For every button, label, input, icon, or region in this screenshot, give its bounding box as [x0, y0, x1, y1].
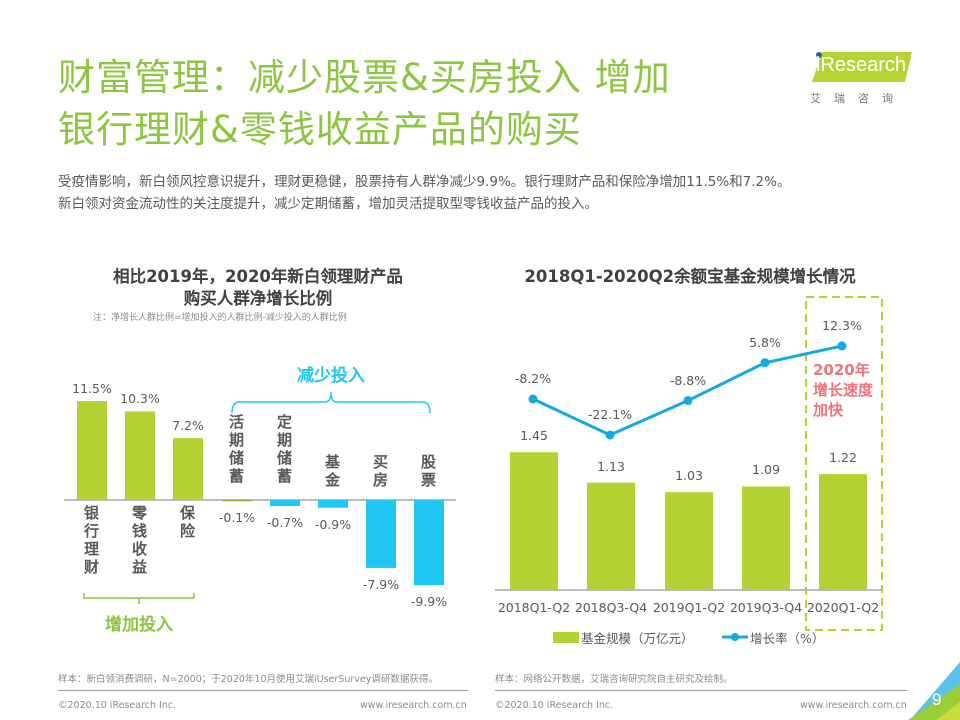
- bar-2: [125, 411, 155, 500]
- bar-7: [366, 500, 396, 568]
- decrease-brace: [231, 391, 431, 414]
- bar-5: [270, 500, 300, 507]
- value-label: 11.5%: [72, 381, 112, 397]
- logo-band: [812, 52, 912, 82]
- legend-bar-label: 基金规模（万亿元）: [581, 631, 694, 646]
- footer-copyright-right: ©2020.10 iResearch Inc.: [495, 700, 614, 711]
- left-source: 样本：新白领消费调研，N=2000；于2020年10月使用艾瑞iUserSurv…: [58, 674, 438, 685]
- left-chart-title-line1: 相比2019年，2020年新白领理财产品: [113, 267, 403, 286]
- decrease-group-label: 减少投入: [297, 366, 365, 386]
- page-title-line1: 财富管理：减少股票&买房投入 增加: [58, 56, 671, 99]
- category-label: 股票: [419, 454, 437, 490]
- value-label: -7.9%: [362, 576, 400, 592]
- increase-brace: [83, 593, 195, 604]
- fund-bar-1: [510, 452, 558, 590]
- page-title: 财富管理：减少股票&买房投入 增加 银行理财&零钱收益产品的购买: [58, 52, 671, 156]
- x-tick-label: 2019Q3-Q4: [729, 600, 803, 615]
- footer-url-right[interactable]: www.iresearch.com.cn: [800, 700, 907, 711]
- annotation-line: 增长速度: [813, 381, 874, 399]
- line-value-label: -8.8%: [669, 372, 707, 388]
- annotation-line: 2020年: [813, 361, 870, 379]
- bar-3: [173, 438, 203, 500]
- legend-line-dot: [731, 633, 739, 641]
- footer-url-left[interactable]: www.iresearch.com.cn: [360, 700, 467, 711]
- logo-brand: iResearch: [816, 54, 907, 76]
- iresearch-logo: iResearch 艾瑞咨询: [808, 48, 918, 110]
- logo-dot-icon: [816, 52, 822, 58]
- corner-green-shape: [908, 684, 960, 720]
- subtitle: 受疫情影响，新白领风控意识提升，理财更稳健，股票持有人群净减少9.9%。银行理财…: [58, 171, 790, 215]
- corner-blue-shape: [910, 662, 960, 720]
- fund-bar-2: [587, 482, 635, 590]
- footer-copyright-left: ©2020.10 iResearch Inc.: [58, 700, 177, 711]
- growth-point-5: [837, 341, 847, 351]
- bar-value-label: 1.45: [520, 428, 548, 444]
- line-value-label: -8.2%: [514, 371, 552, 386]
- growth-point-1: [528, 394, 538, 404]
- right-chart: [495, 296, 883, 643]
- growth-rate-line: [532, 344, 843, 437]
- x-tick-label: 2020Q1-Q2: [806, 600, 880, 615]
- line-value-label: 5.8%: [749, 334, 781, 350]
- category-label: 买房: [371, 454, 389, 490]
- annotation-line: 加快: [813, 401, 844, 419]
- left-chart-title: 相比2019年，2020年新白领理财产品 购买人群净增长比例: [58, 266, 458, 310]
- growth-point-4: [760, 358, 770, 368]
- category-label: 定期储蓄: [275, 414, 293, 486]
- x-tick-label: 2018Q3-Q4: [574, 600, 648, 615]
- value-label: -9.9%: [410, 594, 448, 610]
- bar-8: [414, 500, 444, 586]
- category-label: 零钱收益: [130, 505, 148, 577]
- value-label: -0.7%: [266, 515, 304, 531]
- bar-4: [222, 500, 252, 502]
- x-tick-label: 2018Q1-Q2: [497, 600, 571, 615]
- line-value-label: -22.1%: [587, 407, 633, 422]
- bar-value-label: 1.09: [752, 462, 780, 478]
- subtitle-line1: 受疫情影响，新白领风控意识提升，理财更稳健，股票持有人群净减少9.9%。银行理财…: [58, 174, 791, 190]
- legend-bar-swatch: [553, 632, 579, 643]
- right-source: 样本：网络公开数据，艾瑞咨询研究院自主研究及绘制。: [495, 674, 733, 685]
- line-value-label: 12.3%: [822, 317, 862, 333]
- left-chart-title-line2: 购买人群净增长比例: [183, 289, 333, 308]
- bar-1: [77, 401, 107, 500]
- bar-value-label: 1.13: [597, 458, 625, 474]
- footer-divider-left: [58, 690, 468, 691]
- value-label: -0.9%: [314, 516, 352, 532]
- legend-line-label: 增长率（%）: [750, 631, 825, 646]
- page-corner-decoration: [908, 662, 960, 720]
- fund-bar-3: [665, 492, 713, 590]
- logo-cn: 艾瑞咨询: [810, 92, 906, 105]
- subtitle-line2: 新白领对资金流动性的关注度提升，减少定期储蓄，增加灵活提取型零钱收益产品的投入。: [58, 196, 598, 212]
- category-label: 保险: [178, 505, 196, 541]
- growth-point-2: [605, 430, 615, 440]
- bar-value-label: 1.22: [829, 450, 857, 466]
- bar-6: [318, 500, 348, 508]
- highlight-dashed-box: [805, 296, 883, 631]
- fund-bar-4: [742, 486, 790, 590]
- category-label: 基金: [323, 454, 341, 490]
- bar-value-label: 1.03: [675, 468, 703, 484]
- page-number: 9: [932, 690, 942, 709]
- increase-group-label: 增加投入: [105, 615, 173, 635]
- category-label: 银行理财: [82, 505, 100, 577]
- growth-point-3: [683, 396, 693, 406]
- corner-light-shape: [936, 702, 960, 720]
- value-label: 7.2%: [172, 418, 204, 434]
- left-chart-note: 注：净增长人群比例=增加投入的人群比例-减少投入的人群比例: [93, 313, 347, 323]
- footer-divider-right: [495, 690, 907, 691]
- value-label: -0.1%: [218, 510, 256, 526]
- value-label: 10.3%: [120, 391, 160, 407]
- category-label: 活期储蓄: [227, 414, 245, 486]
- fund-bar-5: [819, 474, 867, 590]
- page-title-line2: 银行理财&零钱收益产品的购买: [58, 108, 582, 151]
- x-tick-label: 2019Q1-Q2: [652, 600, 726, 615]
- left-chart: [64, 391, 456, 604]
- right-chart-title: 2018Q1-2020Q2余额宝基金规模增长情况: [524, 267, 856, 286]
- highlight-annotation: 2020年增长速度加快: [813, 360, 873, 420]
